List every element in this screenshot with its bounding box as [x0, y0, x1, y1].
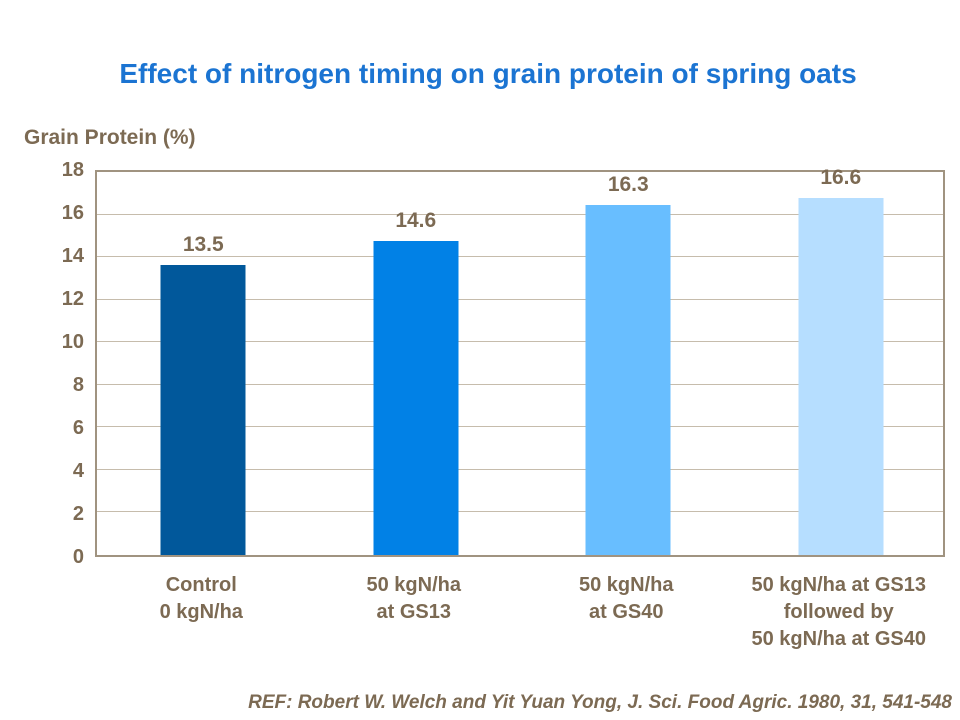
bar: [373, 241, 459, 555]
y-tick-label: 10: [61, 331, 84, 353]
bar-group: 16.3: [522, 168, 735, 555]
y-tick-label: 2: [72, 503, 84, 525]
y-tick-label: 18: [61, 159, 84, 181]
gridline: [97, 383, 943, 385]
bar-value-label: 14.6: [395, 209, 437, 233]
y-axis-tick-labels: 0 2 4 6 8 10 12 14 16 18: [0, 159, 84, 568]
bar-value-label: 16.6: [820, 166, 862, 190]
chart-title: Effect of nitrogen timing on grain prote…: [119, 58, 857, 89]
bar: [160, 264, 246, 555]
bar-group: 13.5: [97, 168, 310, 555]
y-tick-label: 6: [72, 417, 84, 439]
reference-citation: REF: Robert W. Welch and Yit Yuan Yong, …: [248, 692, 952, 713]
gridline: [97, 511, 943, 513]
gridline: [97, 341, 943, 343]
x-category-label: 50 kgN/ha at GS40: [579, 574, 674, 623]
x-axis-category-labels: Control 0 kgN/ha 50 kgN/ha at GS13 50 kgN/…: [95, 572, 945, 653]
plot-area: 13.5 14.6 16.3 16.6: [95, 166, 948, 557]
y-tick-label: 0: [72, 546, 84, 568]
y-tick-label: 4: [72, 460, 84, 482]
bar-group: 14.6: [310, 168, 523, 555]
y-tick-label: 8: [72, 374, 84, 396]
y-tick-label: 14: [61, 245, 84, 267]
y-tick-label: 12: [61, 288, 84, 310]
gridline: [97, 298, 943, 300]
gridline: [97, 213, 943, 215]
gridline: [97, 426, 943, 428]
x-category-label: 50 kgN/ha at GS13: [366, 574, 461, 623]
bar: [798, 198, 884, 555]
bar-value-label: 13.5: [182, 232, 224, 256]
y-axis-title: Grain Protein (%): [24, 126, 196, 149]
gridline: [97, 468, 943, 470]
x-category-label: 50 kgN/ha at GS13 followed by 50 kgN/ha …: [751, 574, 927, 650]
gridline: [97, 256, 943, 258]
bar-group: 16.6: [735, 166, 948, 555]
bar-value-label: 16.3: [607, 172, 649, 196]
y-tick-label: 16: [61, 202, 84, 224]
x-category-label: Control 0 kgN/ha: [159, 574, 243, 623]
bar: [585, 204, 671, 555]
